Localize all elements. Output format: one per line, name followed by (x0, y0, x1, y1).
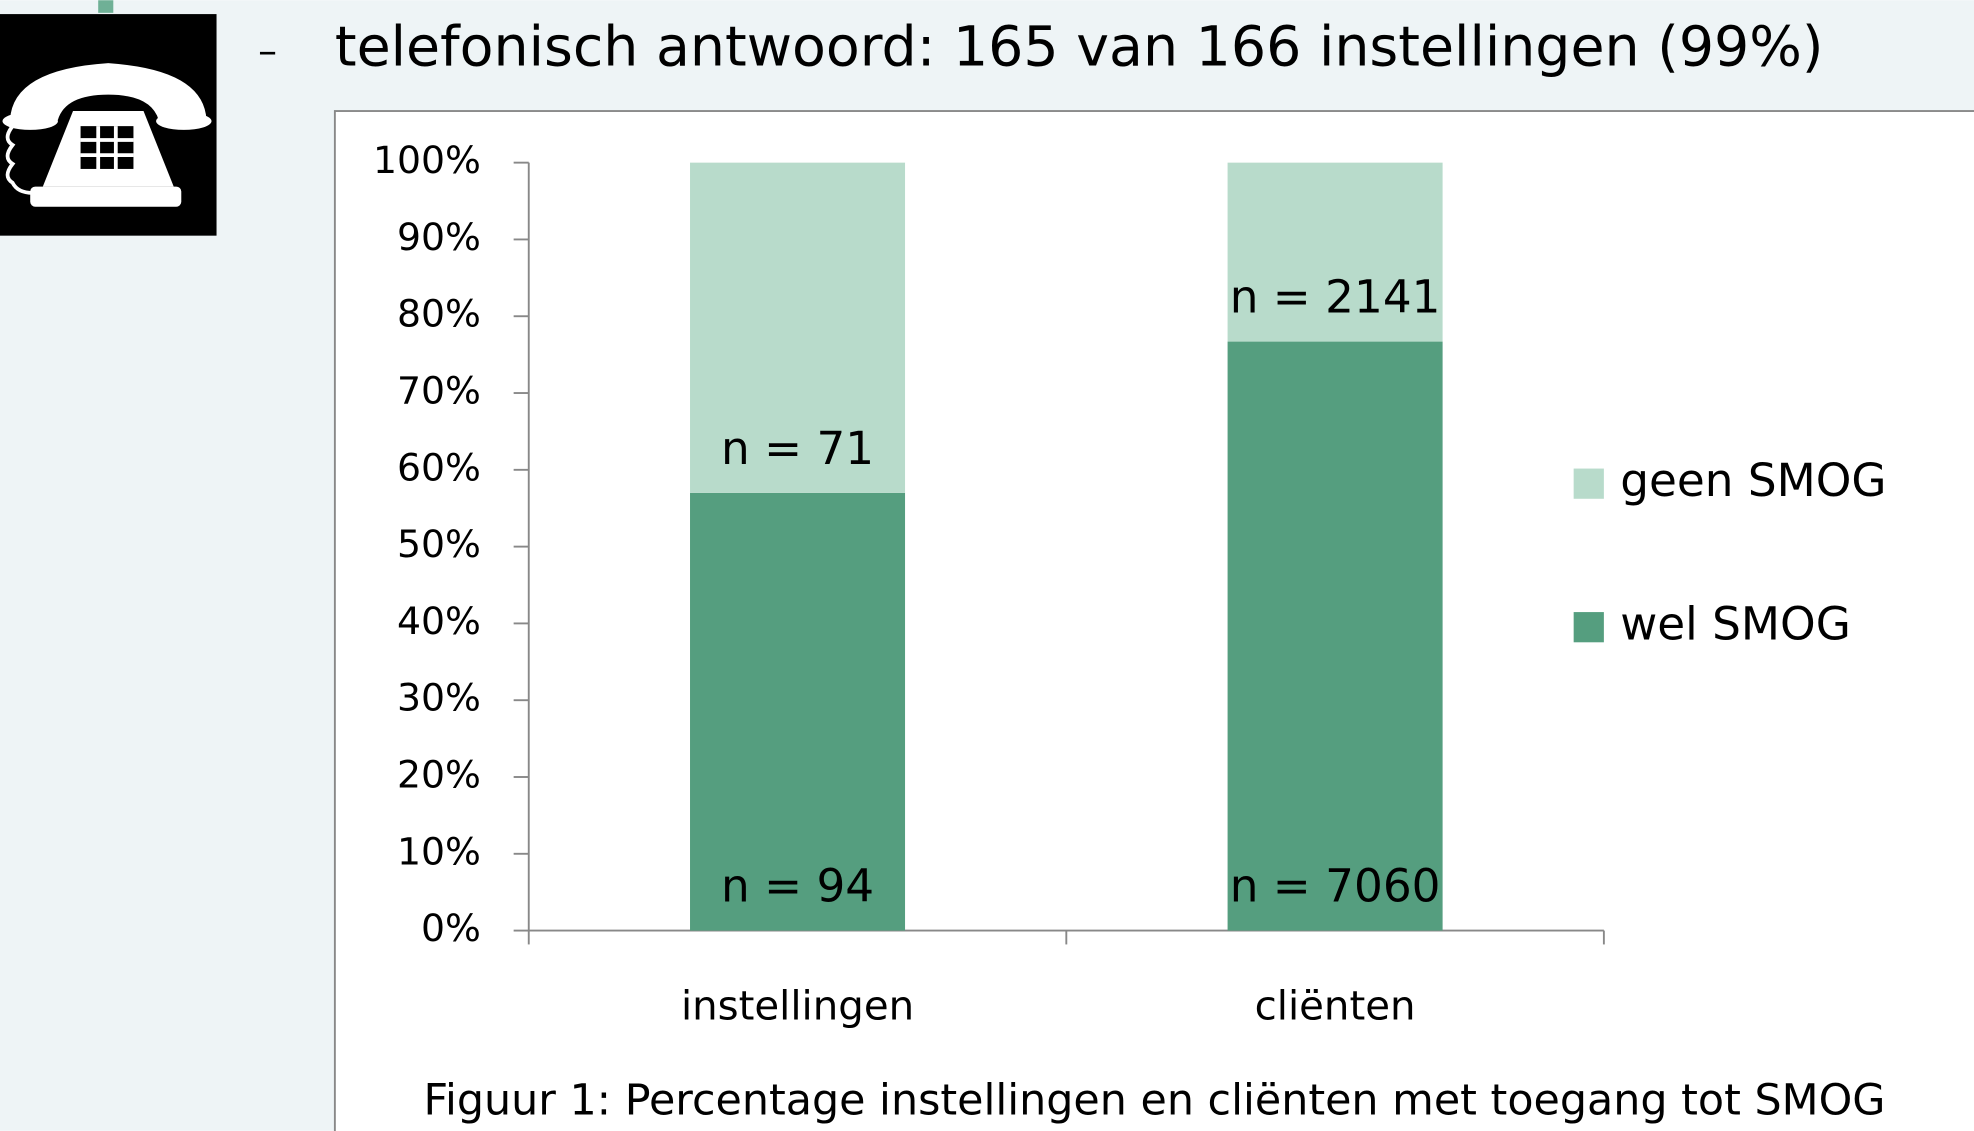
y-tick-label: 10% (397, 829, 481, 873)
y-tick-label: 0% (421, 906, 481, 950)
accent-bar (98, 0, 114, 13)
slide-title: telefonisch antwoord: 165 van 166 instel… (335, 16, 1824, 80)
phone-icon (0, 14, 217, 236)
legend-label: geen SMOG (1620, 454, 1886, 507)
y-tick-label: 80% (397, 292, 481, 336)
y-tick-label: 30% (397, 676, 481, 720)
legend-swatch (1573, 612, 1604, 643)
segment-annotation: n = 7060 (1230, 860, 1441, 913)
y-tick-label: 20% (397, 753, 481, 797)
chart-frame (333, 110, 1974, 1131)
x-tick-label: cliënten (1255, 984, 1416, 1030)
bar-segment (690, 162, 906, 493)
segment-annotation: n = 71 (721, 422, 874, 475)
y-tick-label: 60% (397, 445, 481, 489)
y-tick-label: 90% (397, 215, 481, 259)
y-tick-label: 100% (373, 138, 481, 182)
legend-swatch (1573, 468, 1604, 499)
y-tick-label: 50% (397, 522, 481, 566)
segment-annotation: n = 94 (721, 860, 874, 913)
y-tick-label: 40% (397, 599, 481, 643)
segment-annotation: n = 2141 (1230, 271, 1441, 324)
bar-segment (1227, 341, 1443, 931)
x-tick-label: instellingen (681, 984, 914, 1030)
y-tick-label: 70% (397, 369, 481, 413)
chart-caption: Figuur 1: Percentage instellingen en cli… (423, 1076, 1885, 1126)
legend-label: wel SMOG (1620, 598, 1851, 651)
bar-segment (1227, 162, 1443, 342)
bullet: – (258, 29, 277, 73)
bar-segment (690, 492, 906, 931)
